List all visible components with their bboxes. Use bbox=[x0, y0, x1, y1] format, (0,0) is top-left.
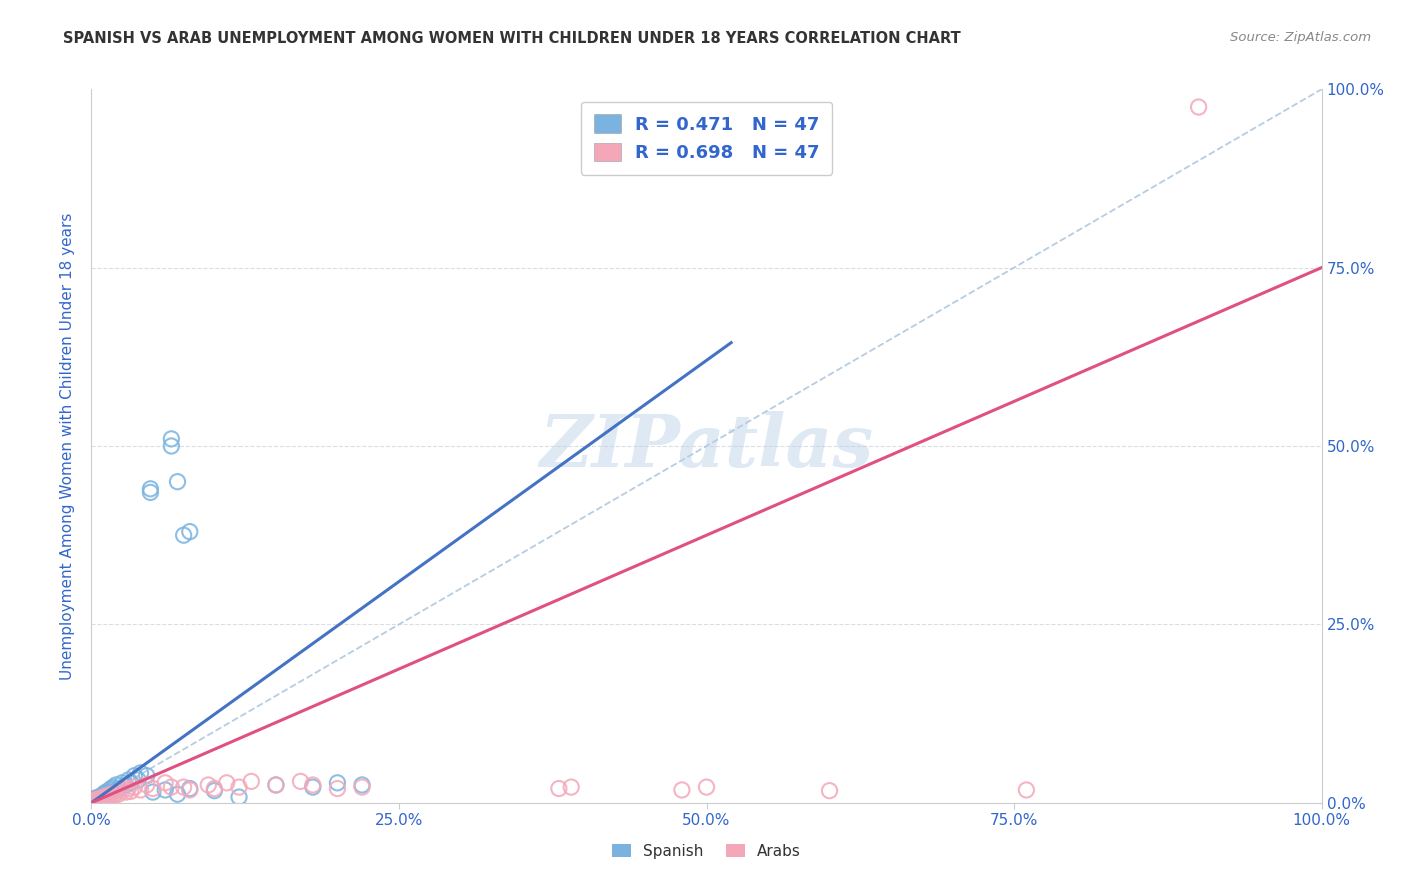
Point bbox=[264, 778, 287, 792]
Point bbox=[202, 783, 225, 797]
Point bbox=[96, 790, 118, 805]
Point bbox=[352, 780, 374, 794]
Point bbox=[129, 783, 152, 797]
Text: ZIPatlas: ZIPatlas bbox=[540, 410, 873, 482]
Point bbox=[89, 790, 111, 805]
Point bbox=[153, 776, 177, 790]
Point bbox=[179, 781, 201, 796]
Point bbox=[117, 781, 139, 796]
Point bbox=[228, 790, 250, 805]
Point bbox=[96, 789, 117, 804]
Point bbox=[352, 778, 374, 792]
Point bbox=[111, 776, 134, 790]
Point bbox=[96, 784, 118, 798]
Point bbox=[114, 785, 138, 799]
Point bbox=[173, 528, 195, 542]
Point bbox=[124, 769, 146, 783]
Point bbox=[135, 778, 157, 792]
Point bbox=[98, 790, 121, 805]
Point bbox=[139, 482, 162, 496]
Text: Source: ZipAtlas.com: Source: ZipAtlas.com bbox=[1230, 31, 1371, 45]
Point bbox=[695, 780, 717, 794]
Point bbox=[228, 780, 250, 794]
Point bbox=[160, 439, 183, 453]
Point bbox=[117, 772, 139, 787]
Point bbox=[166, 475, 188, 489]
Point bbox=[103, 789, 125, 803]
Point bbox=[83, 794, 105, 808]
Point bbox=[97, 787, 120, 801]
Point bbox=[1187, 100, 1209, 114]
Point bbox=[87, 793, 110, 807]
Point bbox=[127, 772, 149, 787]
Point bbox=[818, 783, 841, 797]
Point bbox=[93, 787, 115, 801]
Point bbox=[84, 794, 107, 808]
Point bbox=[97, 789, 120, 803]
Point bbox=[160, 780, 183, 794]
Point bbox=[671, 783, 693, 797]
Point bbox=[142, 785, 165, 799]
Point bbox=[326, 781, 349, 796]
Point bbox=[100, 781, 122, 796]
Point bbox=[86, 791, 108, 805]
Point bbox=[87, 792, 110, 806]
Point bbox=[301, 778, 323, 792]
Point bbox=[179, 783, 201, 797]
Point bbox=[215, 776, 238, 790]
Point bbox=[290, 774, 312, 789]
Point bbox=[86, 790, 108, 805]
Point bbox=[166, 787, 188, 801]
Point bbox=[153, 783, 177, 797]
Point bbox=[160, 432, 183, 446]
Point bbox=[120, 776, 142, 790]
Point bbox=[89, 791, 111, 805]
Point bbox=[120, 784, 142, 798]
Point bbox=[94, 786, 117, 800]
Point bbox=[93, 790, 115, 805]
Point bbox=[107, 781, 129, 796]
Point bbox=[83, 792, 105, 806]
Point bbox=[90, 792, 112, 806]
Point bbox=[111, 783, 134, 797]
Point bbox=[86, 793, 108, 807]
Point bbox=[100, 787, 122, 801]
Point bbox=[103, 780, 125, 794]
Y-axis label: Unemployment Among Women with Children Under 18 years: Unemployment Among Women with Children U… bbox=[60, 212, 76, 680]
Point bbox=[173, 780, 195, 794]
Point bbox=[96, 788, 117, 802]
Point bbox=[90, 789, 112, 803]
Point bbox=[114, 778, 138, 792]
Point bbox=[86, 794, 108, 808]
Point bbox=[560, 780, 582, 794]
Point bbox=[139, 485, 162, 500]
Text: SPANISH VS ARAB UNEMPLOYMENT AMONG WOMEN WITH CHILDREN UNDER 18 YEARS CORRELATIO: SPANISH VS ARAB UNEMPLOYMENT AMONG WOMEN… bbox=[63, 31, 962, 46]
Point bbox=[326, 776, 349, 790]
Point bbox=[179, 524, 201, 539]
Legend: Spanish, Arabs: Spanish, Arabs bbox=[605, 836, 808, 866]
Point bbox=[91, 790, 114, 805]
Point bbox=[105, 786, 127, 800]
Point bbox=[547, 781, 569, 796]
Point bbox=[240, 774, 263, 789]
Point bbox=[1015, 783, 1038, 797]
Point bbox=[91, 790, 114, 805]
Point bbox=[197, 778, 219, 792]
Point bbox=[86, 792, 108, 806]
Point bbox=[135, 769, 157, 783]
Point bbox=[94, 791, 117, 805]
Point bbox=[142, 781, 165, 796]
Point bbox=[89, 791, 111, 805]
Point bbox=[129, 765, 152, 780]
Point bbox=[107, 787, 129, 801]
Point bbox=[264, 778, 287, 792]
Point bbox=[124, 780, 146, 794]
Point bbox=[105, 778, 127, 792]
Point bbox=[202, 781, 225, 796]
Point bbox=[93, 789, 115, 804]
Point bbox=[301, 780, 323, 794]
Point bbox=[84, 793, 107, 807]
Point bbox=[98, 783, 121, 797]
Point bbox=[101, 785, 124, 799]
